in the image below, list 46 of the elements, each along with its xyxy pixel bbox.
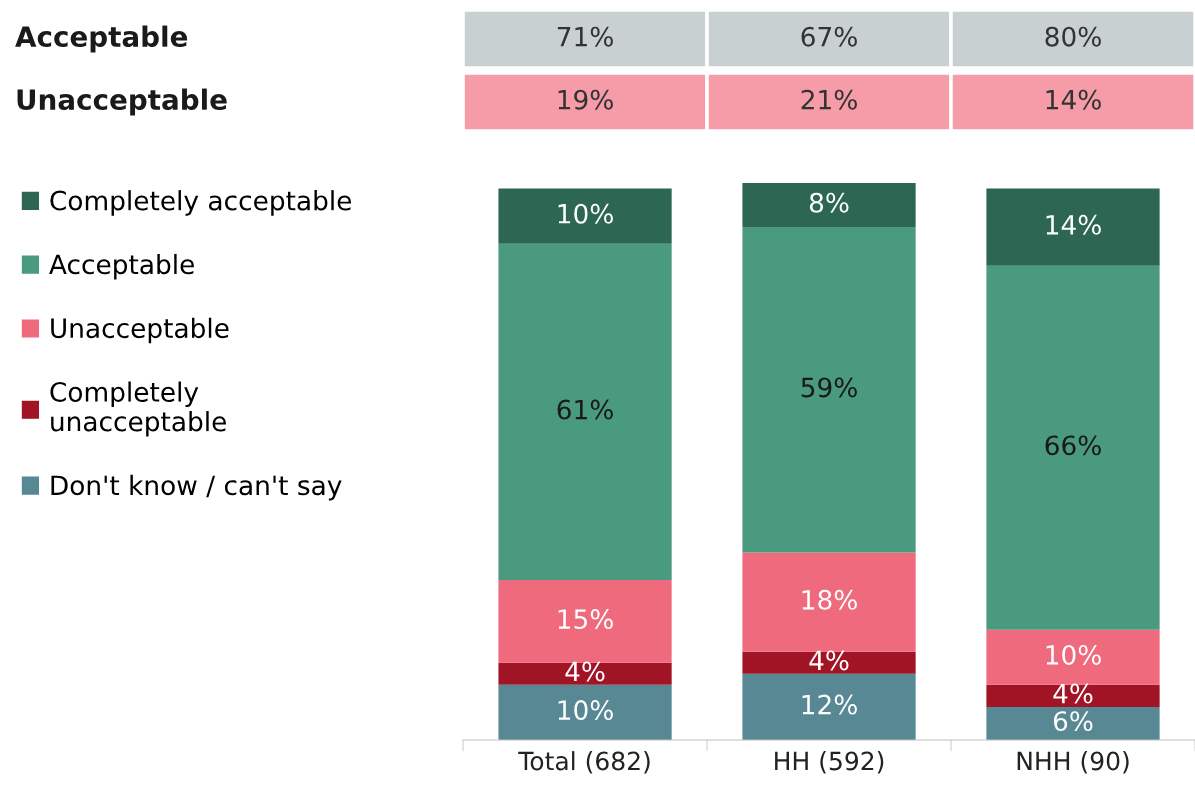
bar: [986, 684, 1160, 707]
text: Acceptable: [15, 25, 188, 53]
bar: [742, 673, 916, 740]
legend-label: Unacceptable: [51, 317, 229, 344]
bar: [986, 188, 1160, 266]
bar: [986, 629, 1160, 685]
data-label: 12%: [802, 694, 857, 715]
bar: [742, 182, 916, 228]
data-label: 4%: [809, 650, 849, 671]
bar: [986, 265, 1160, 630]
data-label: 4%: [565, 661, 605, 682]
legend-label: Don't know / can't say: [51, 474, 342, 501]
data-label: 61%: [557, 399, 613, 420]
text: 67%: [801, 26, 857, 47]
text: 21%: [801, 89, 857, 110]
legend-label: Completely acceptable: [50, 190, 352, 216]
bar: [498, 188, 672, 244]
bar: [498, 580, 672, 663]
bar: [498, 662, 672, 685]
bar: [742, 651, 916, 674]
data-label: 10%: [558, 700, 613, 721]
data-label: 15%: [558, 609, 613, 630]
text: 14%: [1046, 89, 1101, 110]
bar: [498, 684, 672, 740]
data-label: 8%: [809, 192, 849, 213]
x-tick-label: NHH (90): [1017, 751, 1129, 774]
text: 80%: [1045, 26, 1101, 47]
text: 19%: [558, 89, 613, 110]
data-label: 10%: [1046, 644, 1101, 665]
data-label: 6%: [1053, 711, 1093, 732]
x-tick-label: HH (592): [775, 751, 884, 774]
data-label: 4%: [1053, 683, 1093, 704]
legend-label: Acceptable: [49, 253, 194, 280]
text: Unacceptable: [17, 88, 227, 116]
bar: [498, 243, 672, 581]
bar: [742, 227, 916, 553]
text: 71%: [557, 26, 613, 47]
data-label: 59%: [801, 377, 857, 398]
data-label: 10%: [558, 203, 613, 224]
bar: [986, 706, 1160, 740]
data-label: 66%: [1045, 435, 1101, 456]
data-label: 18%: [802, 589, 857, 610]
legend-label: Completely unacceptable: [50, 381, 226, 437]
x-tick-label: Total (682): [518, 751, 650, 774]
bar: [742, 552, 916, 652]
data-label: 14%: [1046, 214, 1101, 235]
